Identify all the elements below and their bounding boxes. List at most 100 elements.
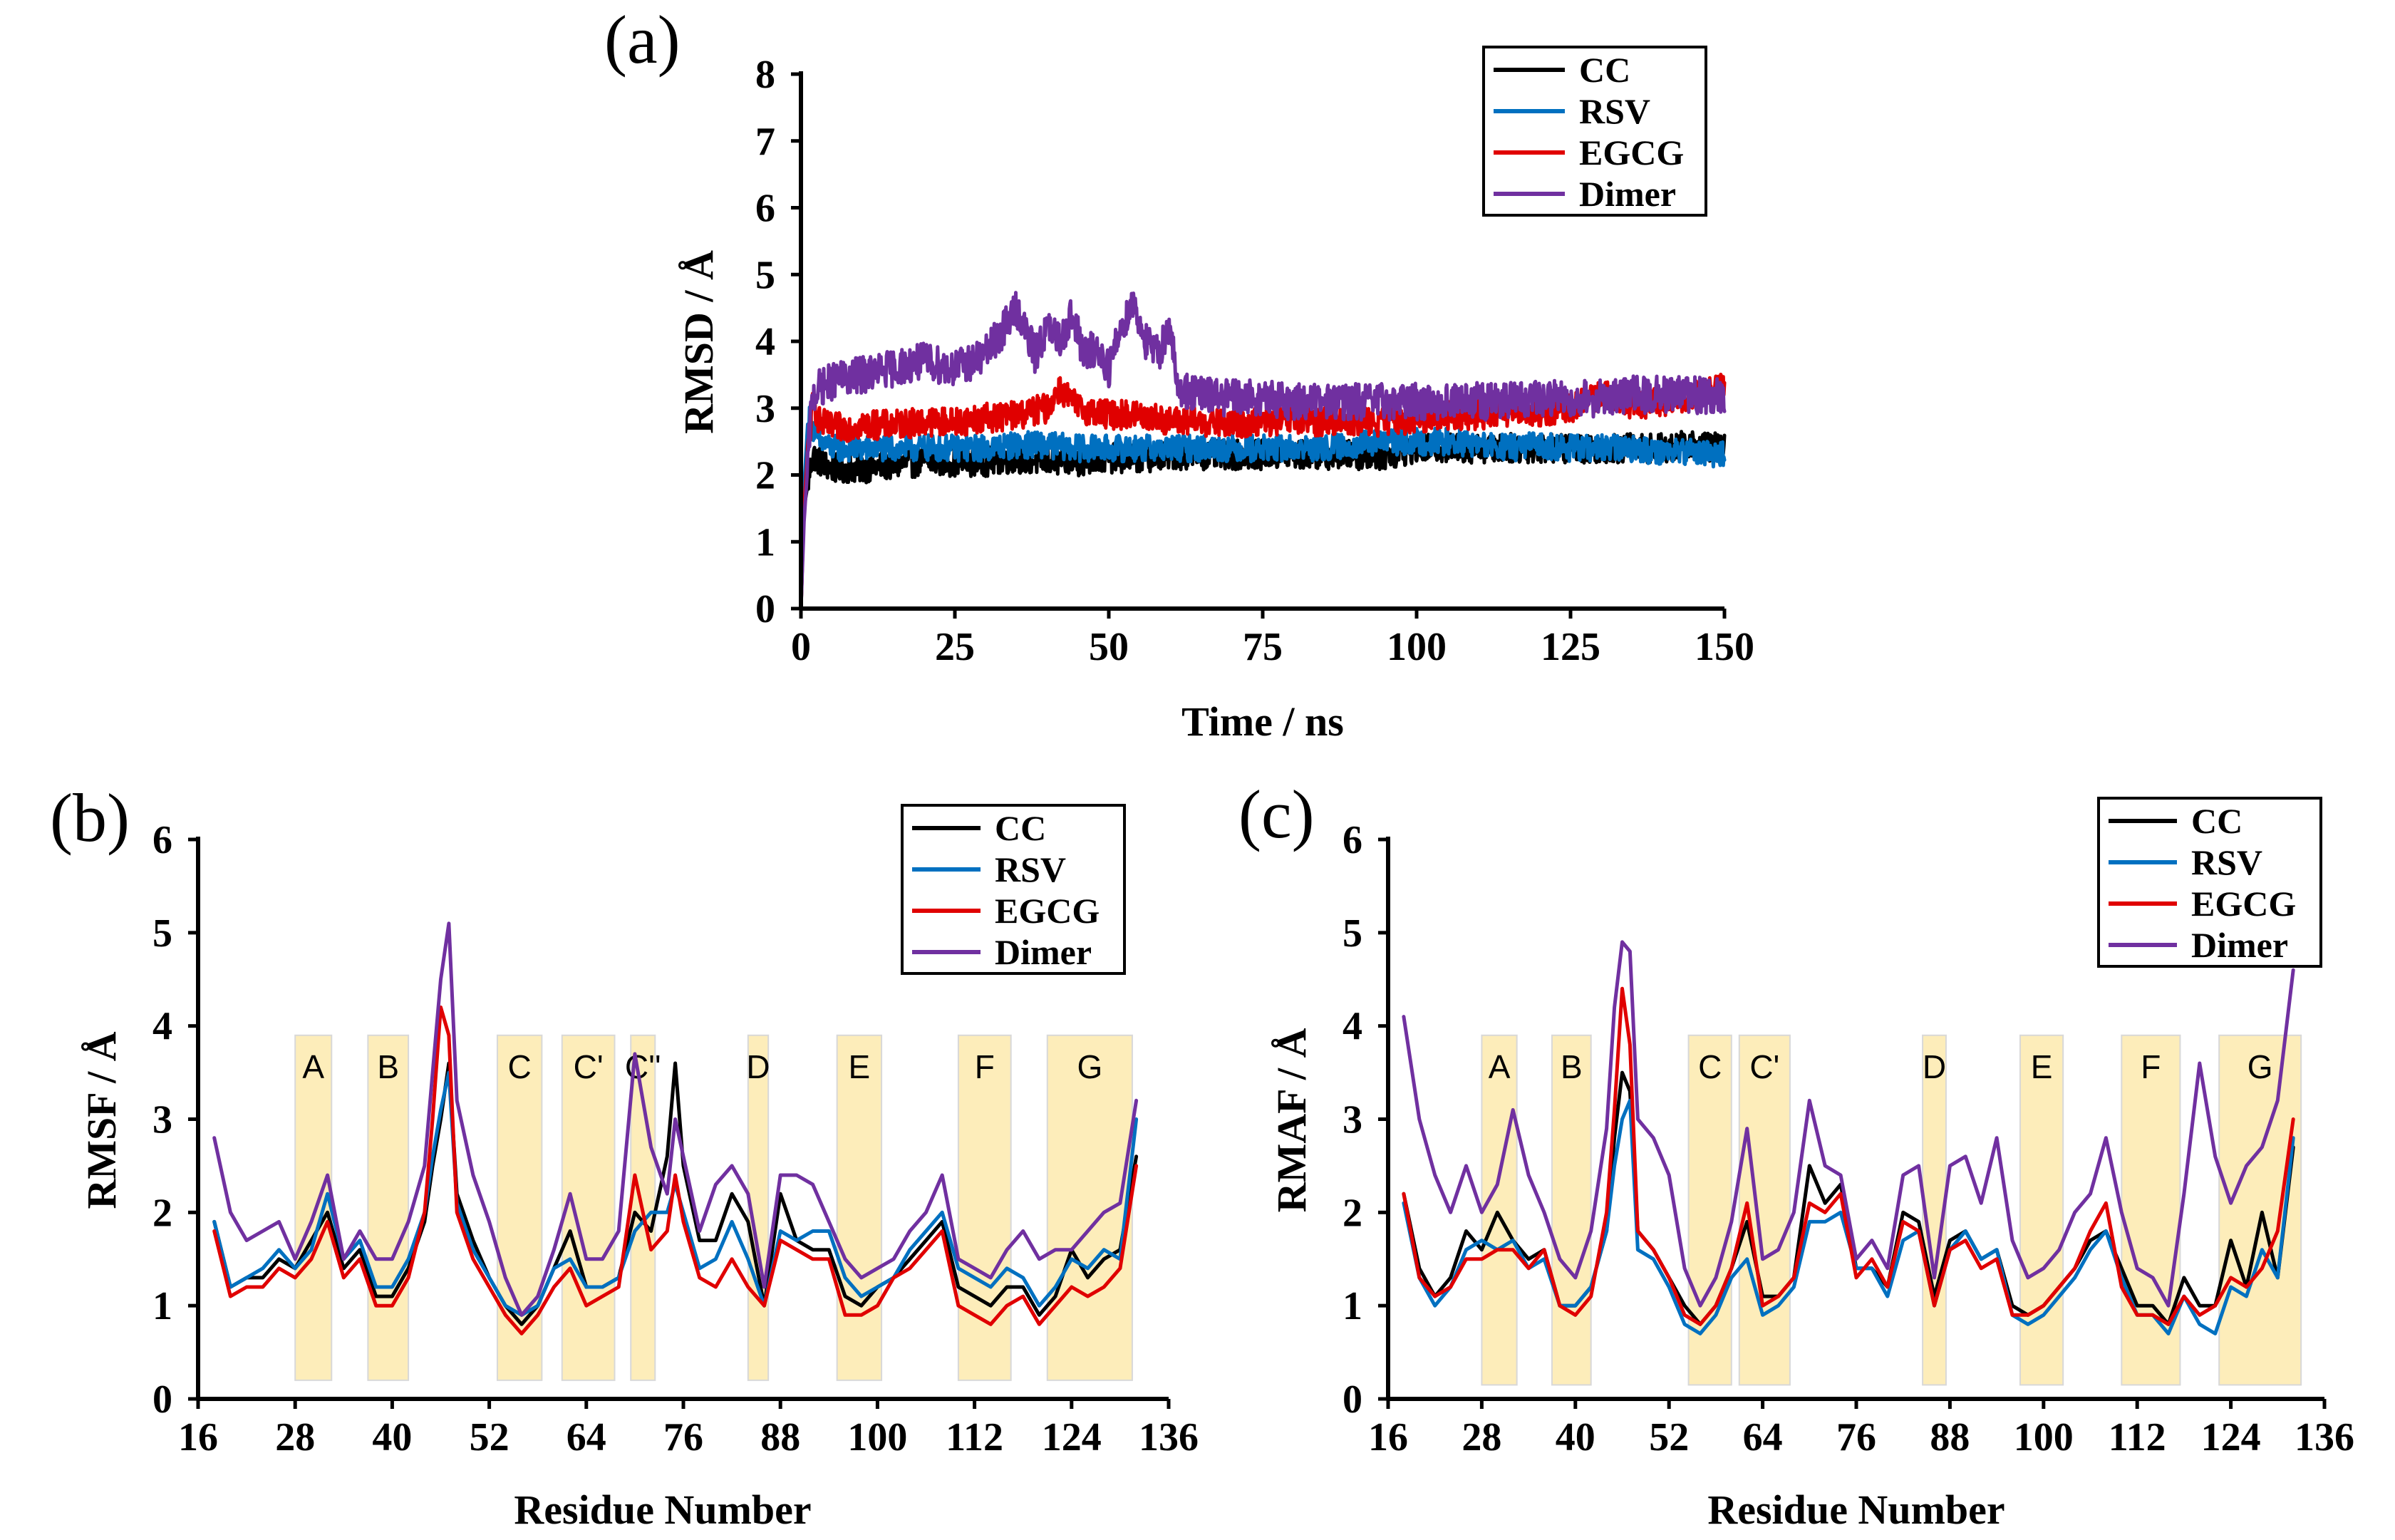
region-label-7: G <box>2247 1048 2273 1085</box>
series-line-egcg <box>212 1006 1139 1335</box>
x-tick-label: 28 <box>1462 1415 1501 1459</box>
x-tick-label: 88 <box>760 1415 800 1459</box>
x-tick-label: 16 <box>178 1415 218 1459</box>
x-tick-label: 40 <box>1556 1415 1595 1459</box>
region-label-6: F <box>2141 1048 2161 1085</box>
legend-box <box>2097 797 2322 968</box>
region-label-1: B <box>377 1048 399 1085</box>
legend-label-dimer: Dimer <box>1579 174 1676 214</box>
region-label-5: D <box>746 1048 770 1085</box>
region-label-2: C <box>1698 1048 1722 1085</box>
region-label-7: F <box>975 1048 995 1085</box>
panel-b-rmsf-chart: (b)A B C C' C'' D E F G16 28 40 52 64 76 88 100 112 124 13… <box>50 780 1199 1533</box>
region-band-7 <box>2218 1034 2302 1386</box>
x-axis-title: Residue Number <box>514 1487 811 1533</box>
y-tick-label: 4 <box>1343 1005 1362 1049</box>
region-label-0: A <box>302 1048 324 1085</box>
x-tick-label: 150 <box>1695 625 1754 669</box>
series-line-dimer <box>799 291 1727 611</box>
x-tick-label: 76 <box>663 1415 703 1459</box>
legend-label-egcg: EGCG <box>1579 133 1684 172</box>
y-tick-label: 1 <box>755 520 775 564</box>
series-line-cc <box>212 1061 1139 1326</box>
y-tick-label: 2 <box>1343 1191 1362 1235</box>
y-tick-label: 2 <box>152 1191 172 1235</box>
region-band-6 <box>836 1034 883 1381</box>
series-line-rsv <box>799 405 1727 611</box>
x-tick-label: 16 <box>1368 1415 1408 1459</box>
y-tick-label: 6 <box>152 818 172 862</box>
region-band-7 <box>957 1034 1012 1381</box>
y-axis-title: RMAF / Å <box>1268 1028 1315 1212</box>
x-tick-label: 52 <box>1649 1415 1689 1459</box>
region-label-3: C' <box>1749 1048 1779 1085</box>
x-axis-title: Time / ns <box>1181 698 1344 745</box>
y-tick-label: 3 <box>152 1098 172 1142</box>
region-band-1 <box>367 1034 410 1381</box>
x-tick-label: 64 <box>567 1415 606 1459</box>
legend-label-dimer: Dimer <box>2191 925 2288 965</box>
region-label-5: E <box>2031 1048 2053 1085</box>
legend-box <box>1482 46 1707 217</box>
region-band-5 <box>2019 1034 2064 1386</box>
x-tick-label: 64 <box>1743 1415 1783 1459</box>
x-tick-label: 136 <box>1139 1415 1199 1459</box>
legend-label-cc: CC <box>2191 801 2243 841</box>
x-tick-label: 0 <box>791 625 811 669</box>
region-label-1: B <box>1561 1048 1583 1085</box>
y-tick-label: 2 <box>755 454 775 498</box>
region-label-4: D <box>1923 1048 1946 1085</box>
y-axis-title: RMSF / Å <box>78 1031 125 1209</box>
y-tick-label: 0 <box>755 587 775 631</box>
x-tick-label: 100 <box>847 1415 907 1459</box>
region-label-3: C' <box>574 1048 604 1085</box>
series-line-rsv <box>212 1070 1139 1317</box>
y-tick-label: 3 <box>755 387 775 431</box>
x-tick-label: 112 <box>2109 1415 2166 1459</box>
legend-label-rsv: RSV <box>2191 842 2262 882</box>
region-label-6: E <box>849 1048 871 1085</box>
x-tick-label: 100 <box>1387 625 1447 669</box>
region-label-8: G <box>1077 1048 1102 1085</box>
panel-a-rmsd-chart: (a) 0 25 50 75 100 125 150 0 1 2 3 4 5 6 7 8 Time / ns RMS… <box>604 1 1754 745</box>
x-tick-label: 124 <box>1042 1415 1102 1459</box>
x-tick-label: 112 <box>946 1415 1003 1459</box>
legend-label-cc: CC <box>1579 50 1630 90</box>
x-tick-label: 25 <box>935 625 975 669</box>
legend-label-egcg: EGCG <box>2191 884 2296 924</box>
region-band-3 <box>561 1034 616 1381</box>
y-tick-label: 3 <box>1343 1098 1362 1142</box>
region-label-2: C <box>508 1048 532 1085</box>
y-tick-label: 8 <box>755 53 775 97</box>
x-tick-label: 88 <box>1930 1415 1970 1459</box>
series-line-dimer <box>1402 940 2295 1308</box>
region-label-0: A <box>1489 1048 1511 1085</box>
y-tick-label: 4 <box>755 320 775 364</box>
y-tick-label: 4 <box>152 1005 172 1049</box>
series-line-egcg <box>1402 986 2295 1326</box>
region-band-1 <box>1551 1034 1592 1386</box>
y-tick-label: 6 <box>755 187 775 231</box>
x-tick-label: 124 <box>2201 1415 2261 1459</box>
region-band-8 <box>1046 1034 1133 1381</box>
y-tick-label: 0 <box>1343 1378 1362 1422</box>
y-tick-label: 1 <box>152 1284 172 1328</box>
panel-label-b: (b) <box>50 780 130 856</box>
legend-label-rsv: RSV <box>995 849 1066 889</box>
legend-box <box>901 804 1126 975</box>
x-tick-label: 100 <box>2014 1415 2074 1459</box>
x-tick-label: 28 <box>275 1415 315 1459</box>
y-tick-label: 5 <box>1343 911 1362 956</box>
x-tick-label: 75 <box>1243 625 1283 669</box>
series-line-dimer <box>212 921 1139 1317</box>
x-tick-label: 40 <box>372 1415 412 1459</box>
y-axis-title: RMSD / Å <box>676 250 722 434</box>
y-tick-label: 6 <box>1343 818 1362 862</box>
region-band-0 <box>294 1034 333 1381</box>
legend-label-egcg: EGCG <box>995 891 1100 931</box>
legend-label-rsv: RSV <box>1579 91 1650 131</box>
region-band-2 <box>496 1034 543 1381</box>
region-band-6 <box>2121 1034 2181 1386</box>
